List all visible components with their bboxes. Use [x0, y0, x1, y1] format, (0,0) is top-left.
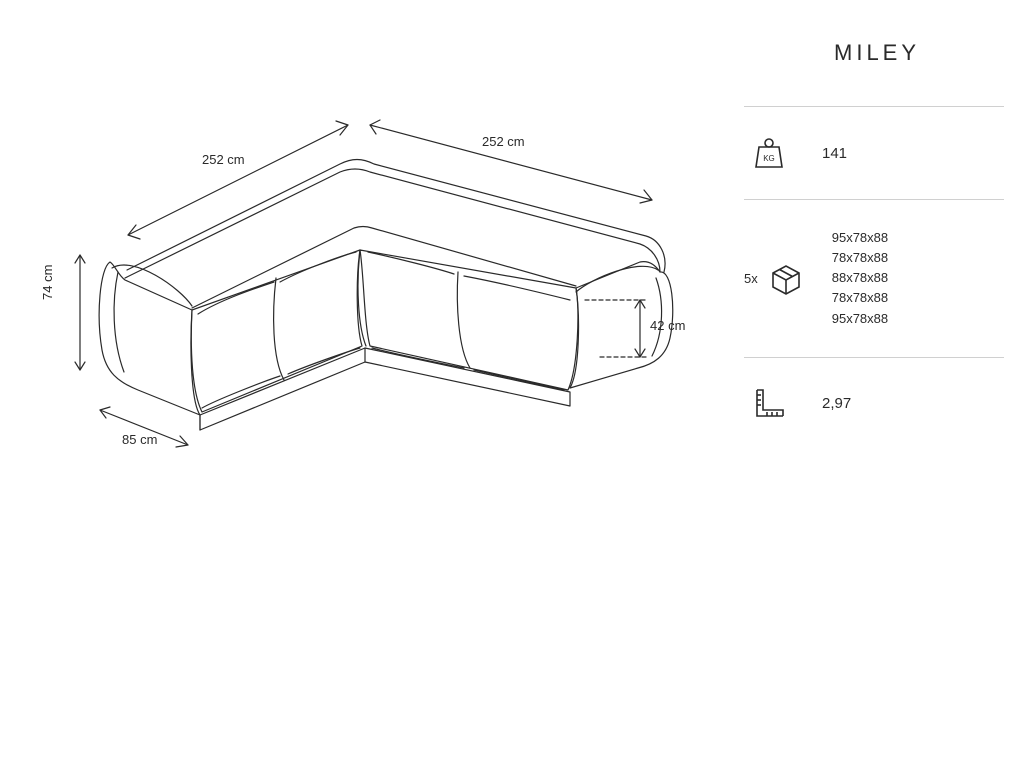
spec-panel: MILEY KG 141 5x 95x78x88 — [744, 40, 1004, 640]
dim-arrow-width-right — [370, 120, 652, 203]
sofa-left-arm — [99, 262, 200, 415]
sofa-backrest — [125, 169, 660, 278]
label-seat-height: 42 cm — [650, 318, 685, 333]
spec-volume-value: 2,97 — [822, 395, 851, 412]
spec-boxes-row: 5x 95x78x88 78x78x88 88x78x88 78x78x88 9… — [744, 200, 1004, 357]
box-count: 5x — [744, 271, 758, 286]
dim-arrow-seat-height — [585, 300, 648, 357]
label-height: 74 cm — [40, 265, 55, 300]
spec-weight-value: 141 — [822, 145, 847, 162]
spec-weight-row: KG 141 — [744, 107, 1004, 199]
dim-arrow-width-left — [128, 121, 348, 239]
box-dim-line: 78x78x88 — [832, 248, 888, 268]
box-dim-line: 88x78x88 — [832, 268, 888, 288]
box-dim-line: 95x78x88 — [832, 228, 888, 248]
ruler-icon — [744, 386, 794, 422]
box-icon — [768, 261, 804, 295]
sofa-seat-left-wing — [191, 250, 362, 412]
spec-box-dimensions: 95x78x88 78x78x88 88x78x88 78x78x88 95x7… — [832, 228, 888, 329]
svg-text:KG: KG — [763, 154, 775, 163]
sofa-seat-right-wing — [360, 250, 578, 390]
spec-volume-row: 2,97 — [744, 358, 1004, 450]
weight-icon: KG — [744, 135, 794, 171]
box-dim-line: 78x78x88 — [832, 288, 888, 308]
product-name: MILEY — [834, 40, 1004, 66]
dim-arrow-height — [75, 255, 85, 370]
label-width-right: 252 cm — [482, 134, 525, 149]
label-depth: 85 cm — [122, 432, 157, 447]
sofa-base — [200, 348, 570, 430]
sofa-diagram: 252 cm 252 cm 74 cm 85 cm 42 cm — [40, 100, 720, 500]
label-width-left: 252 cm — [202, 152, 245, 167]
box-dim-line: 95x78x88 — [832, 309, 888, 329]
